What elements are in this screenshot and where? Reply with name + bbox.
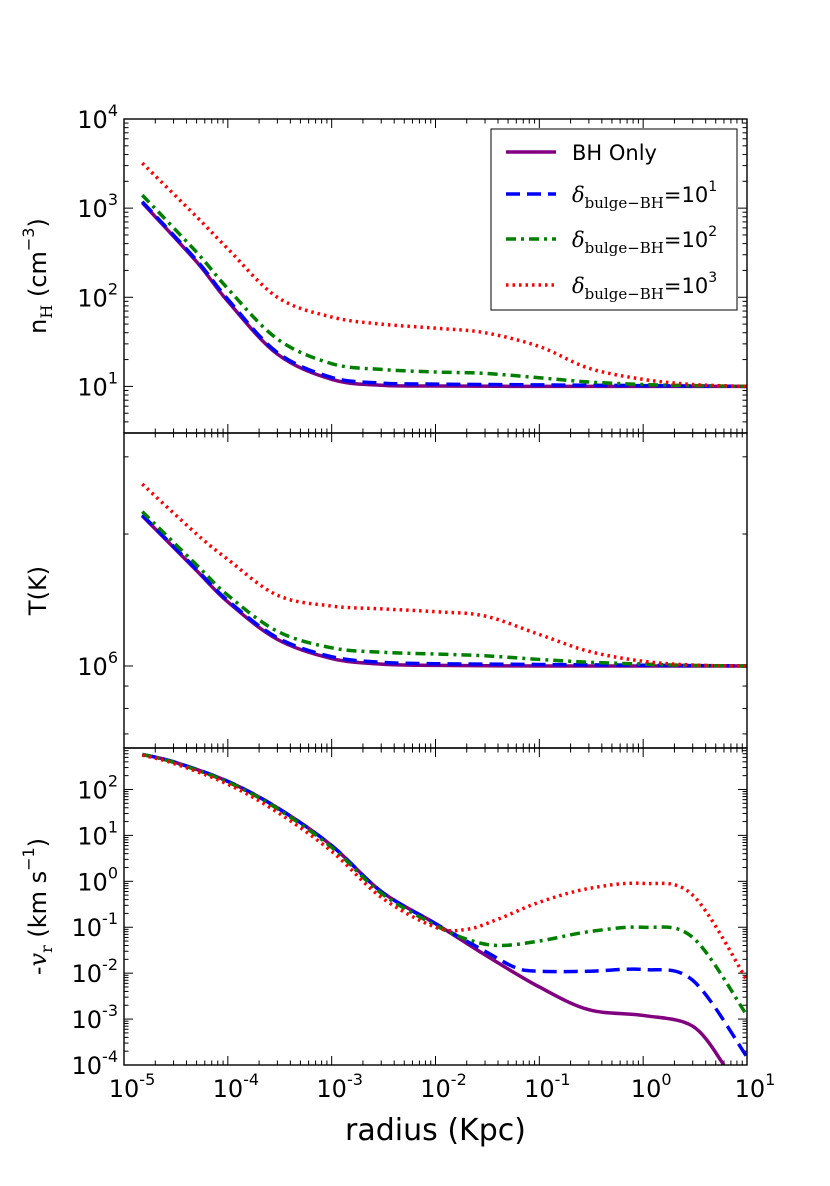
axes-frame xyxy=(123,747,748,1066)
x-tick-label: 101 xyxy=(735,1070,776,1103)
series-line-delta2 xyxy=(141,193,747,389)
y-axis-label: T(K) xyxy=(24,566,52,616)
x-tick-label: 10-2 xyxy=(420,1070,467,1103)
series-line-delta1 xyxy=(140,200,747,389)
series-line-delta1 xyxy=(141,752,747,1058)
y-tick-label: 101 xyxy=(77,817,118,850)
series-line-delta2 xyxy=(141,510,747,668)
series-line-delta1 xyxy=(141,513,747,668)
series-line-delta3 xyxy=(141,161,747,389)
legend-box xyxy=(490,128,738,311)
legend-entry-label: δbulge−BH=103 xyxy=(572,270,717,303)
legend-entry-label: δbulge−BH=101 xyxy=(572,179,717,212)
x-tick-label: 10-4 xyxy=(213,1070,259,1103)
temperature-panel: 106 T(K) xyxy=(24,432,748,749)
y-axis-label: nH (cm−3) xyxy=(19,218,56,334)
legend-entry-label: BH Only xyxy=(572,141,657,165)
x-tick-label: 10-3 xyxy=(316,1070,363,1103)
y-axis-label: -vr (km s−1) xyxy=(19,838,56,975)
y-tick-label: 104 xyxy=(77,101,118,134)
x-tick-label: 10-1 xyxy=(524,1070,571,1103)
y-tick-label: 102 xyxy=(77,279,118,312)
y-tick-label: 10-2 xyxy=(72,955,119,988)
density-panel: 101 102 103 104 nH (cm−3) BH Only δbulge−BH=10… xyxy=(19,101,748,434)
y-tick-label: 10-4 xyxy=(72,1047,119,1080)
series-line-delta2 xyxy=(141,752,747,1017)
y-tick-label: 10-3 xyxy=(72,1001,119,1034)
x-tick-label: 100 xyxy=(631,1070,672,1103)
y-tick-label: 103 xyxy=(77,190,118,223)
x-axis-label: radius (Kpc) xyxy=(345,1113,526,1148)
y-tick-label: 10-1 xyxy=(72,909,119,942)
series-line-delta3 xyxy=(141,482,747,668)
y-tick-label: 106 xyxy=(77,648,118,681)
legend-entry-label: δbulge−BH=102 xyxy=(572,224,717,257)
y-tick-label: 102 xyxy=(77,771,118,804)
x-tick-label: 10-5 xyxy=(109,1070,156,1103)
series-line-bh-only xyxy=(141,514,747,668)
series-line-bh-only xyxy=(141,752,726,1065)
y-tick-label: 100 xyxy=(77,863,118,896)
legend: BH Only δbulge−BH=101 δbulge−BH=102 δbulge−… xyxy=(490,128,738,311)
series-line-delta3 xyxy=(141,753,747,982)
y-tick-label: 101 xyxy=(77,368,118,401)
